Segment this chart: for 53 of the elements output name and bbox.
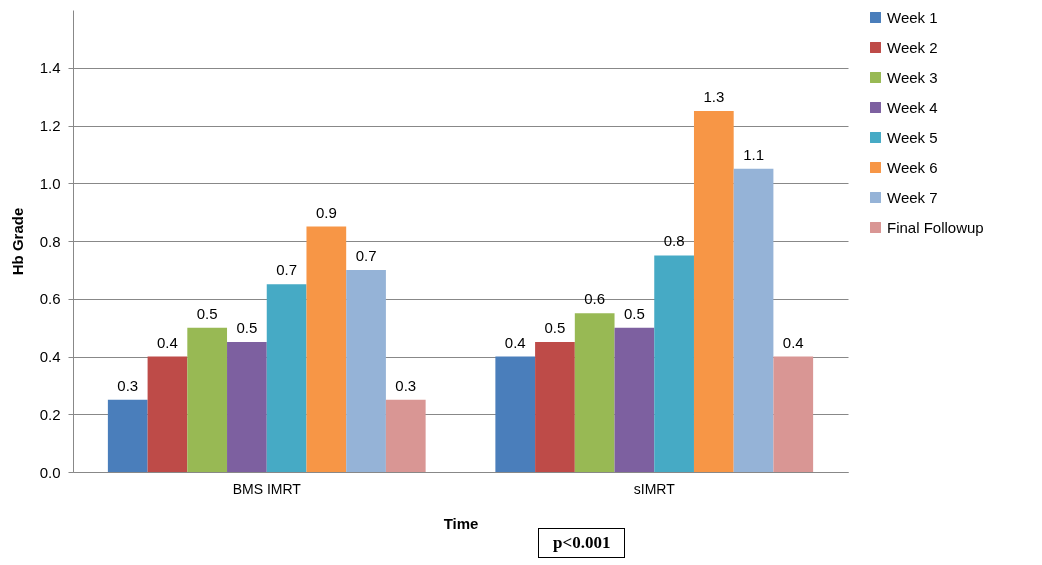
data-label: 0.4 <box>782 333 804 351</box>
y-tick-label: 1.4 <box>39 59 61 77</box>
x-tick-label: sIMRT <box>633 480 676 497</box>
bar <box>773 356 814 472</box>
data-label: 0.5 <box>236 319 258 337</box>
data-label: 0.6 <box>584 290 606 308</box>
bar <box>614 327 655 472</box>
y-tick-label: 0.4 <box>39 348 61 365</box>
bar <box>654 255 694 472</box>
bar <box>495 356 536 472</box>
legend-label: Week 1 <box>887 8 938 26</box>
bar <box>535 342 575 472</box>
data-label: 0.3 <box>395 376 417 394</box>
legend-label: Week 3 <box>887 68 938 86</box>
x-axis-title: Time <box>443 514 479 532</box>
data-label: 0.3 <box>117 376 139 394</box>
legend-label: Week 7 <box>887 188 938 206</box>
bar <box>266 284 307 472</box>
bar <box>385 399 426 472</box>
bar <box>147 356 188 472</box>
y-tick-label: 0.8 <box>39 232 61 250</box>
data-label: 1.3 <box>703 88 725 106</box>
data-label: 0.9 <box>315 203 337 221</box>
bar <box>346 269 386 472</box>
data-label: 0.8 <box>663 232 685 250</box>
data-label: 1.1 <box>743 145 764 163</box>
data-label: 0.5 <box>196 304 218 322</box>
legend-label: Week 6 <box>887 158 938 176</box>
legend-label: Week 5 <box>887 128 938 146</box>
y-axis-title: Hb Grade <box>8 207 26 276</box>
y-tick-label: 1.2 <box>39 117 61 134</box>
x-tick-label: BMS IMRT <box>232 480 302 497</box>
legend-label: Week 2 <box>887 38 938 56</box>
data-label: 0.5 <box>623 304 645 322</box>
y-tick-label: 0.6 <box>39 290 61 308</box>
text: p<0.001 <box>538 528 626 558</box>
data-label: 0.5 <box>544 319 566 337</box>
data-label: 0.7 <box>355 246 377 264</box>
data-label: 0.4 <box>157 333 178 351</box>
bar <box>187 327 228 472</box>
bar <box>733 168 774 472</box>
bar <box>107 399 148 472</box>
y-tick-label: 0.0 <box>39 463 61 481</box>
bar <box>693 111 734 472</box>
y-tick-label: 1.0 <box>39 174 61 192</box>
data-label: 0.4 <box>504 333 526 351</box>
bar <box>574 313 615 472</box>
bar <box>227 342 267 472</box>
legend-label: Final Followup <box>887 218 984 236</box>
data-label: 0.7 <box>276 261 298 279</box>
legend-label: Week 4 <box>887 98 938 116</box>
y-tick-label: 0.2 <box>39 405 61 423</box>
bar <box>306 226 347 472</box>
